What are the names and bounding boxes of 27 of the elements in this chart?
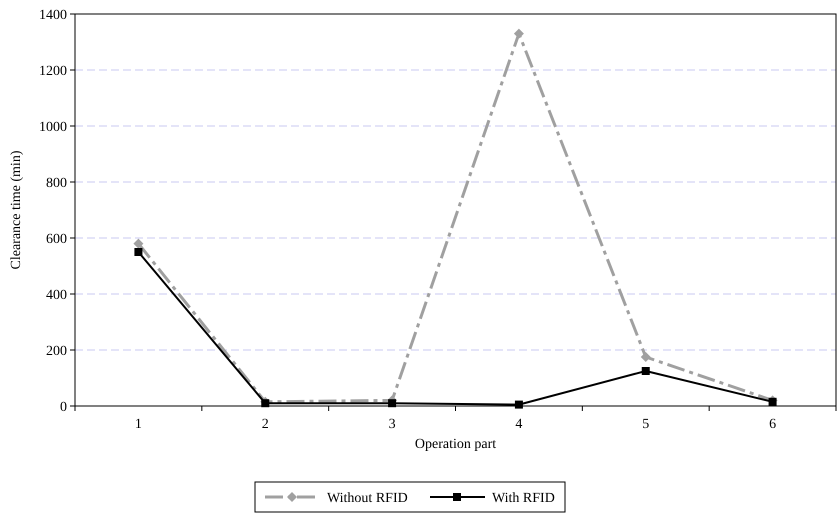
y-tick-label: 800 <box>46 176 67 191</box>
y-tick-label: 600 <box>46 232 67 247</box>
point <box>640 352 651 362</box>
y-axis-title: Clearance time (min) <box>9 150 24 270</box>
y-tick-label: 0 <box>60 400 67 415</box>
point <box>134 248 142 256</box>
y-tick-label: 1000 <box>39 120 67 135</box>
point <box>768 398 777 406</box>
x-tick-label: 3 <box>388 417 396 432</box>
y-tick-label: 1200 <box>39 64 67 79</box>
y-tick-label: 400 <box>46 288 67 303</box>
y-tick-label: 1400 <box>39 8 67 23</box>
point <box>642 367 650 375</box>
y-tick-label: 200 <box>46 344 67 359</box>
point <box>514 400 523 409</box>
legend-label: Without RFID <box>327 490 408 506</box>
legend-label: With RFID <box>492 490 555 506</box>
x-axis-title: Operation part <box>414 437 496 452</box>
point <box>514 28 524 39</box>
point <box>133 238 144 249</box>
point <box>261 399 270 408</box>
x-tick-label: 2 <box>262 417 269 432</box>
x-tick-label: 4 <box>515 417 522 432</box>
x-tick-label: 1 <box>134 417 142 432</box>
x-tick-label: 5 <box>642 417 650 432</box>
point <box>388 399 396 408</box>
x-tick-label: 6 <box>769 417 776 432</box>
